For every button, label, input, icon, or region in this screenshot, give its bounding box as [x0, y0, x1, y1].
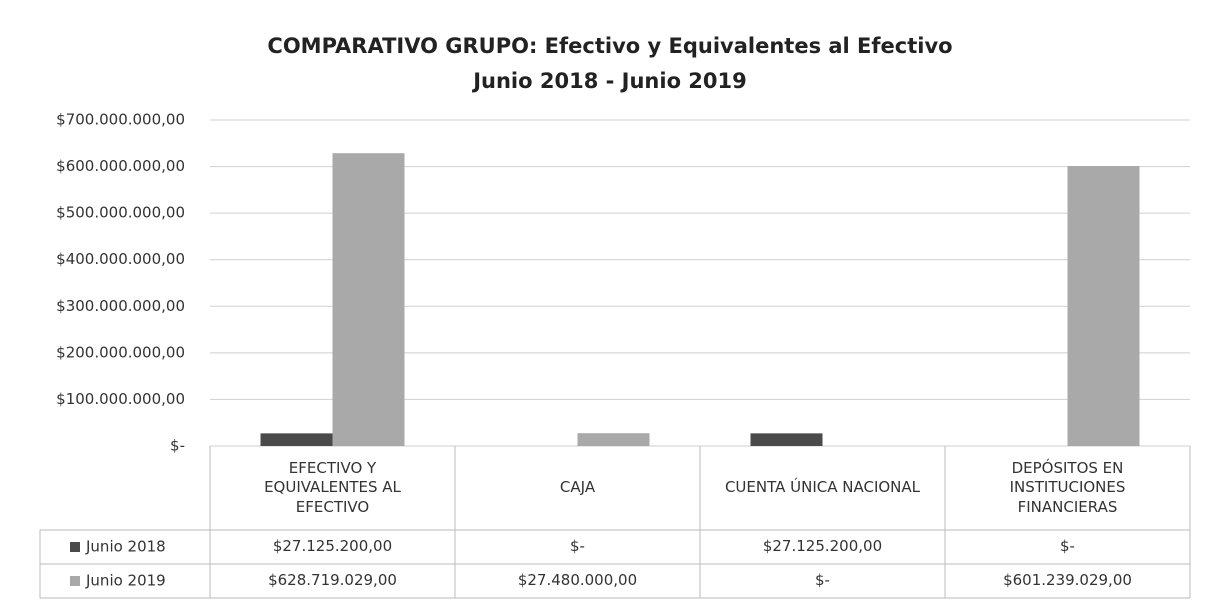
y-tick-label: $500.000.000,00 [56, 204, 185, 222]
data-cell: $27.125.200,00 [762, 537, 883, 556]
bar [750, 433, 823, 446]
category-label: DEPÓSITOS EN INSTITUCIONES FINANCIERAS [1009, 458, 1126, 516]
y-tick-label: $100.000.000,00 [56, 390, 185, 408]
category-label: CAJA [559, 478, 596, 497]
data-cell: $- [570, 537, 585, 556]
chart-subtitle: Junio 2018 - Junio 2019 [471, 69, 747, 93]
data-cell: $601.239.029,00 [1003, 571, 1132, 590]
data-cell: $- [815, 571, 830, 590]
bar [332, 153, 405, 446]
chart-title: COMPARATIVO GRUPO: Efectivo y Equivalent… [267, 34, 952, 58]
category-label: EFECTIVO Y EQUIVALENTES AL EFECTIVO [264, 458, 401, 516]
data-cell: $27.480.000,00 [517, 571, 638, 590]
data-cell: $27.125.200,00 [272, 537, 393, 556]
data-cell: $- [1060, 537, 1075, 556]
legend-swatch [70, 542, 80, 552]
y-tick-label: $600.000.000,00 [56, 157, 185, 175]
y-tick-label: $400.000.000,00 [56, 250, 185, 268]
y-tick-label: $300.000.000,00 [56, 297, 185, 315]
bar [260, 433, 333, 446]
bar [1067, 165, 1140, 447]
y-tick-label: $- [170, 437, 185, 455]
legend-label: Junio 2019 [85, 572, 166, 590]
data-cell: $628.719.029,00 [268, 571, 397, 590]
y-tick-label: $200.000.000,00 [56, 343, 185, 361]
bar [577, 433, 650, 446]
y-tick-label: $700.000.000,00 [56, 111, 185, 129]
category-label: CUENTA ÚNICA NACIONAL [724, 478, 921, 497]
legend-label: Junio 2018 [85, 538, 166, 556]
legend-swatch [70, 576, 80, 586]
